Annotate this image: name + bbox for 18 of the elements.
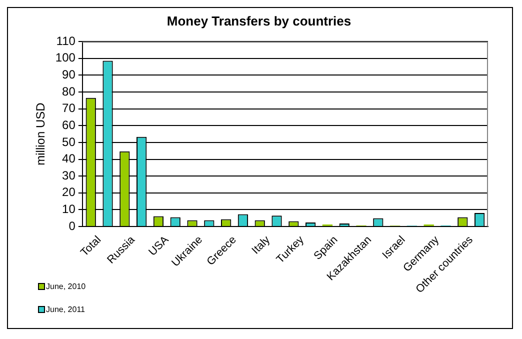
legend-label: June, 2011: [46, 305, 85, 314]
y-tick-label: 40: [62, 152, 76, 166]
y-tick-label: 10: [62, 202, 76, 216]
y-tick-label: 0: [68, 218, 76, 233]
y-tick-label: 100: [55, 50, 76, 65]
legend-label: June, 2010: [46, 282, 86, 291]
y-tick-label: 70: [62, 101, 76, 116]
y-tick-label: 90: [62, 68, 76, 82]
chart-title: Money Transfers by countries: [166, 13, 352, 28]
x-tick-label: Italy: [250, 234, 273, 257]
y-tick-label: 20: [62, 185, 76, 200]
y-axis-title: million USD: [34, 102, 48, 166]
y-tick-label: 110: [56, 34, 76, 48]
y-tick-label: 50: [62, 134, 76, 149]
y-tick-label: 60: [62, 118, 76, 132]
y-tick-label: 30: [62, 168, 76, 182]
x-tick-label: USA: [146, 233, 172, 258]
y-tick-label: 80: [62, 84, 76, 98]
